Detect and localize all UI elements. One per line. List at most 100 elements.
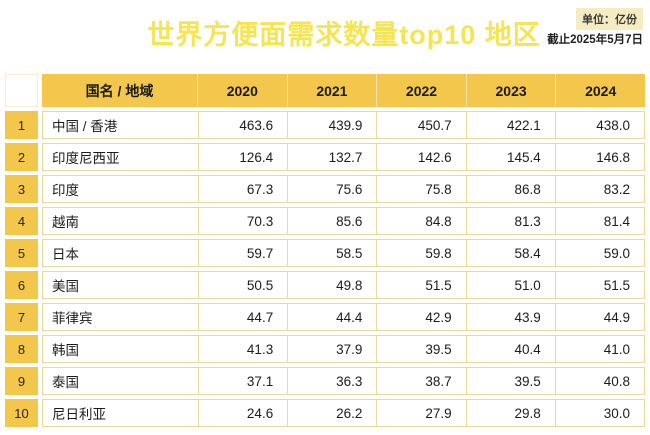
value-cell: 26.2 [287, 400, 376, 426]
row-box: 印度尼西亚 126.4 132.7 142.6 145.4 146.8 [42, 143, 645, 171]
region-cell: 日本 [52, 247, 79, 262]
row-box: 印度 67.3 75.6 75.8 86.8 83.2 [42, 175, 645, 203]
value-cell: 83.2 [554, 176, 644, 202]
region-cell: 菲律宾 [52, 311, 93, 326]
region-cell: 韩国 [52, 343, 79, 358]
rank-cell: 7 [5, 303, 38, 331]
value-cell: 58.5 [287, 240, 376, 266]
row-box: 中国 / 香港 463.6 439.9 450.7 422.1 438.0 [42, 111, 645, 139]
value-cell: 29.8 [465, 400, 555, 426]
value-cell: 44.9 [554, 304, 644, 330]
value-cell: 463.6 [198, 112, 287, 138]
value-cell: 439.9 [287, 112, 376, 138]
region-cell: 印度 [52, 183, 79, 198]
value-cell: 39.5 [465, 368, 555, 394]
column-header-2020: 2020 [197, 74, 287, 107]
value-cell: 40.4 [465, 336, 555, 362]
value-cell: 41.3 [198, 336, 287, 362]
value-cell: 75.8 [376, 176, 465, 202]
region-cell: 泰国 [52, 375, 79, 390]
value-cell: 85.6 [287, 208, 376, 234]
row-box: 美国 50.5 49.8 51.5 51.0 51.5 [42, 271, 645, 299]
table-row: 10 尼日利亚 24.6 26.2 27.9 29.8 30.0 [5, 399, 645, 427]
value-cell: 44.4 [287, 304, 376, 330]
value-cell: 81.3 [465, 208, 555, 234]
row-box: 韩国 41.3 37.9 39.5 40.4 41.0 [42, 335, 645, 363]
value-cell: 51.5 [554, 272, 644, 298]
value-cell: 37.9 [287, 336, 376, 362]
unit-badge: 单位：亿份 [576, 8, 643, 30]
value-cell: 41.0 [554, 336, 644, 362]
column-header-2024: 2024 [555, 74, 645, 107]
region-cell: 印度尼西亚 [52, 151, 120, 166]
table-row: 2 印度尼西亚 126.4 132.7 142.6 145.4 146.8 [5, 143, 645, 171]
region-cell: 越南 [52, 215, 79, 230]
value-cell: 39.5 [376, 336, 465, 362]
table-row: 5 日本 59.7 58.5 59.8 58.4 59.0 [5, 239, 645, 267]
value-cell: 422.1 [465, 112, 555, 138]
value-cell: 38.7 [376, 368, 465, 394]
column-header-region: 国名 / 地域 [85, 82, 154, 99]
value-cell: 126.4 [198, 144, 287, 170]
value-cell: 51.5 [376, 272, 465, 298]
column-header-2023: 2023 [465, 74, 556, 107]
value-cell: 86.8 [465, 176, 555, 202]
value-cell: 70.3 [198, 208, 287, 234]
row-box: 越南 70.3 85.6 84.8 81.3 81.4 [42, 207, 645, 235]
value-cell: 27.9 [376, 400, 465, 426]
rank-cell: 4 [5, 207, 38, 235]
row-box: 泰国 37.1 36.3 38.7 39.5 40.8 [42, 367, 645, 395]
noodle-demand-table: 国名 / 地域 2020 2021 2022 2023 2024 1 中国 / … [5, 74, 645, 427]
rank-header-cell [5, 74, 38, 107]
rank-cell: 6 [5, 271, 38, 299]
value-cell: 67.3 [198, 176, 287, 202]
column-header-2021: 2021 [286, 74, 377, 107]
value-cell: 30.0 [554, 400, 644, 426]
value-cell: 59.0 [554, 240, 644, 266]
table-row: 4 越南 70.3 85.6 84.8 81.3 81.4 [5, 207, 645, 235]
rank-cell: 5 [5, 239, 38, 267]
value-cell: 51.0 [465, 272, 555, 298]
value-cell: 438.0 [554, 112, 644, 138]
row-box: 菲律宾 44.7 44.4 42.9 43.9 44.9 [42, 303, 645, 331]
value-cell: 49.8 [287, 272, 376, 298]
value-cell: 450.7 [376, 112, 465, 138]
value-cell: 42.9 [376, 304, 465, 330]
region-cell: 尼日利亚 [52, 407, 106, 422]
rank-cell: 1 [5, 111, 38, 139]
row-box: 尼日利亚 24.6 26.2 27.9 29.8 30.0 [42, 399, 645, 427]
table-row: 8 韩国 41.3 37.9 39.5 40.4 41.0 [5, 335, 645, 363]
value-cell: 132.7 [287, 144, 376, 170]
rank-cell: 9 [5, 367, 38, 395]
table-row: 7 菲律宾 44.7 44.4 42.9 43.9 44.9 [5, 303, 645, 331]
value-cell: 59.8 [376, 240, 465, 266]
region-cell: 美国 [52, 279, 79, 294]
value-cell: 43.9 [465, 304, 555, 330]
value-cell: 37.1 [198, 368, 287, 394]
row-box: 日本 59.7 58.5 59.8 58.4 59.0 [42, 239, 645, 267]
table-row: 1 中国 / 香港 463.6 439.9 450.7 422.1 438.0 [5, 111, 645, 139]
value-cell: 50.5 [198, 272, 287, 298]
value-cell: 145.4 [465, 144, 555, 170]
value-cell: 44.7 [198, 304, 287, 330]
table-row: 9 泰国 37.1 36.3 38.7 39.5 40.8 [5, 367, 645, 395]
table-body: 1 中国 / 香港 463.6 439.9 450.7 422.1 438.0 … [5, 111, 645, 427]
table-row: 3 印度 67.3 75.6 75.8 86.8 83.2 [5, 175, 645, 203]
table-row: 6 美国 50.5 49.8 51.5 51.0 51.5 [5, 271, 645, 299]
value-cell: 59.7 [198, 240, 287, 266]
rank-cell: 10 [5, 399, 38, 427]
as-of-date-label: 截止2025年5月7日 [547, 34, 643, 46]
value-cell: 146.8 [554, 144, 644, 170]
page-title: 世界方便面需求数量top10 地区 [147, 20, 541, 50]
value-cell: 36.3 [287, 368, 376, 394]
column-header-2022: 2022 [376, 74, 466, 107]
value-cell: 58.4 [465, 240, 555, 266]
value-cell: 84.8 [376, 208, 465, 234]
header-box: 国名 / 地域 2020 2021 2022 2023 2024 [42, 74, 645, 107]
value-cell: 142.6 [376, 144, 465, 170]
value-cell: 40.8 [554, 368, 644, 394]
rank-cell: 3 [5, 175, 38, 203]
value-cell: 75.6 [287, 176, 376, 202]
region-cell: 中国 / 香港 [52, 119, 118, 134]
value-cell: 24.6 [198, 400, 287, 426]
